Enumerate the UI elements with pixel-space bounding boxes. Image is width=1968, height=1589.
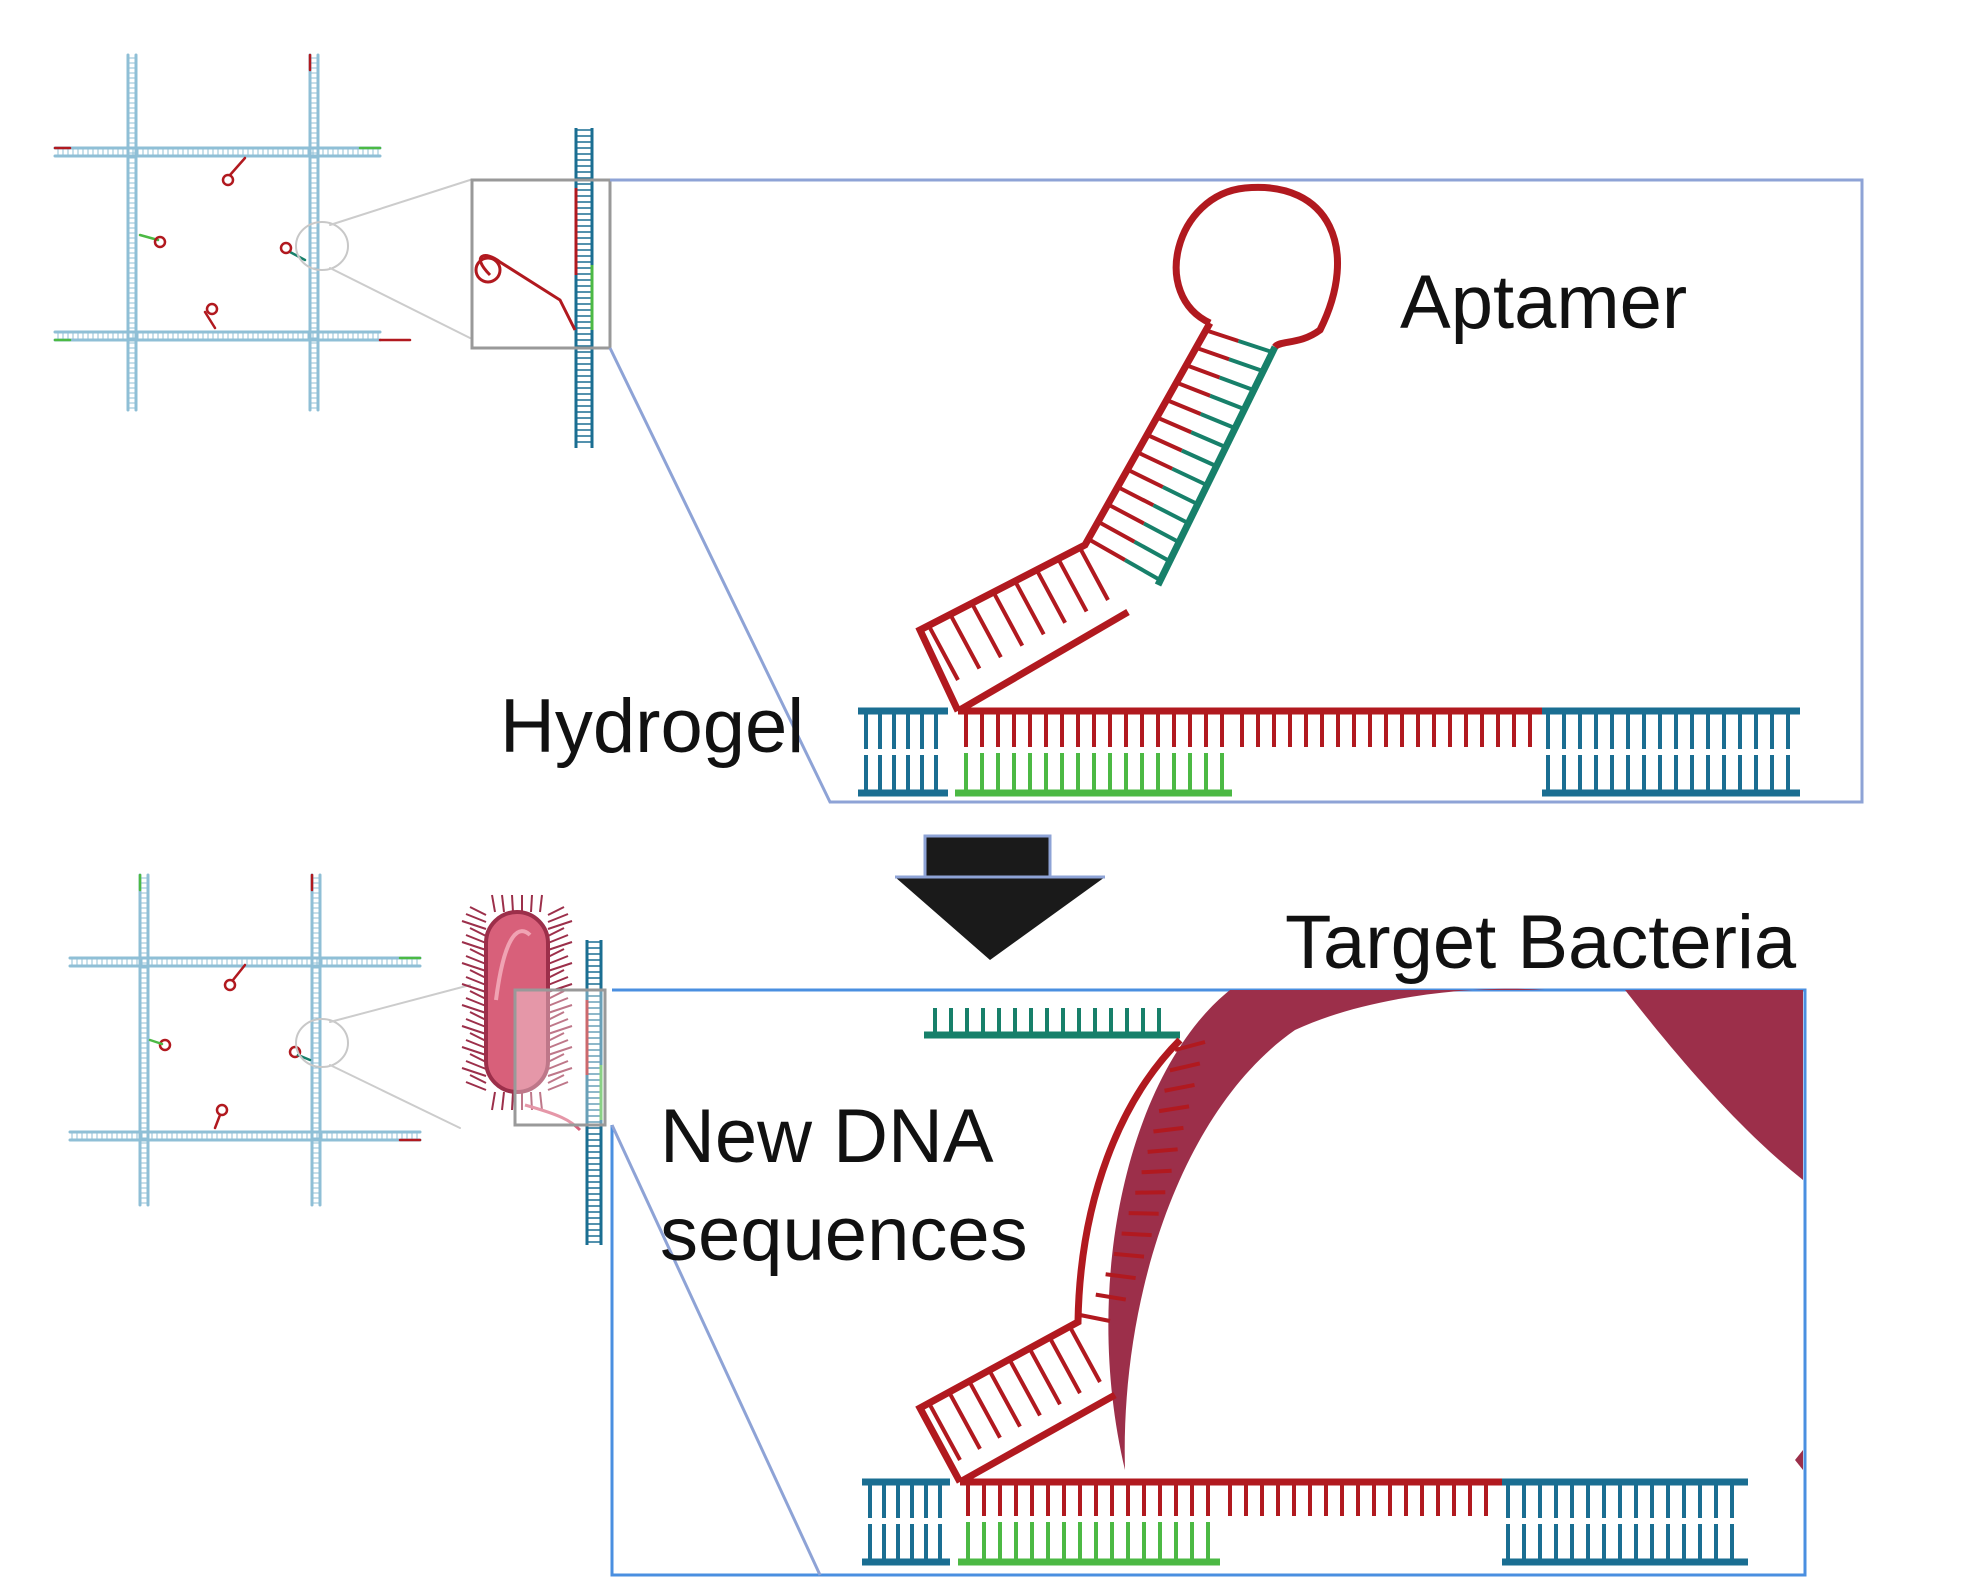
hydrogel-network-bottom (68, 873, 471, 1207)
hydrogel-label: Hydrogel (500, 684, 804, 769)
zoom-frame-top (608, 178, 1864, 804)
hydrogel-duplex-top (858, 707, 1800, 797)
target-bacteria-label: Target Bacteria (1285, 900, 1797, 985)
aptamer-bound-bottom (915, 1037, 1206, 1486)
zoom-box-top (470, 178, 612, 350)
network-rungs (57, 57, 379, 409)
hydrogel-network-top (53, 53, 471, 412)
zoom-box-bottom (513, 988, 607, 1127)
new-dna-label-line2: sequences (660, 1192, 1028, 1277)
bacterium-icon (461, 894, 573, 1111)
new-dna-label-line1: New DNA (660, 1094, 994, 1179)
aptamer-hairpin-top (915, 183, 1341, 715)
zoom-strand-top (474, 128, 594, 448)
aptamer-label: Aptamer (1400, 260, 1687, 345)
released-strand (924, 1008, 1180, 1039)
network-small-aptamers (53, 53, 412, 342)
hydrogel-duplex-bottom (862, 1478, 1748, 1566)
bacterium-membrane (1108, 988, 1803, 1470)
network-zoom-circle (295, 221, 349, 271)
network-vertical-strands (126, 53, 320, 412)
down-arrow-icon (895, 834, 1105, 960)
